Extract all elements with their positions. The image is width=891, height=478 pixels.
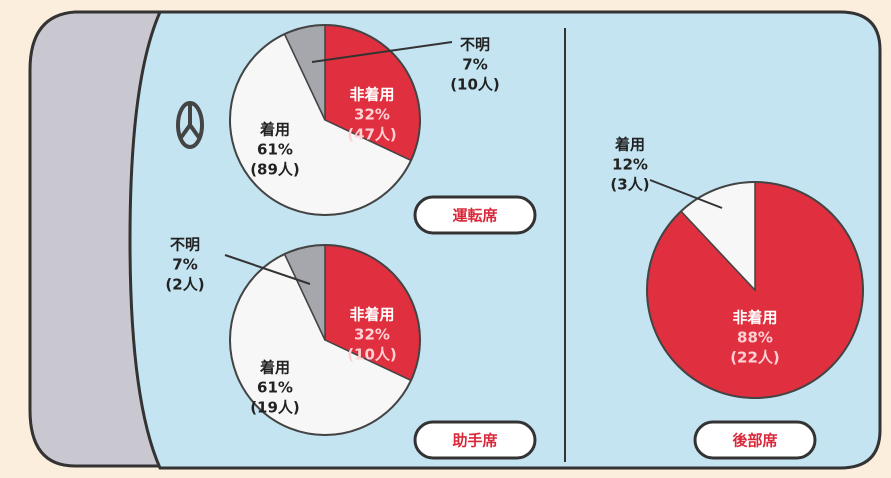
slice-category: 着用 [259,359,290,377]
chart-title: 助手席 [452,432,497,450]
slice-category: 不明 [170,236,200,254]
slice-percent: 88% [737,329,773,347]
slice-percent: 61% [257,141,293,159]
slice-count: (89人) [250,161,300,179]
slice-category: 非着用 [349,306,394,324]
chart-title: 運転席 [452,207,497,225]
slice-percent: 32% [354,106,390,124]
slice-count: (22人) [730,349,780,367]
slice-count: (10人) [450,76,500,94]
slice-count: (3人) [610,176,649,194]
infographic: 非着用32%(47人)着用61%(89人)不明7%(10人)運転席非着用32%(… [0,0,891,478]
slice-count: (19人) [250,399,300,417]
slice-percent: 61% [257,379,293,397]
slice-percent: 32% [354,326,390,344]
chart-title: 後部席 [731,432,777,450]
slice-category: 着用 [259,121,290,139]
slice-category: 非着用 [732,309,777,327]
slice-category: 非着用 [349,86,394,104]
slice-count: (2人) [165,276,204,294]
slice-percent: 7% [172,256,197,274]
slice-count: (10人) [347,346,397,364]
slice-percent: 7% [462,56,487,74]
slice-category: 着用 [614,136,645,154]
slice-count: (47人) [347,126,397,144]
slice-category: 不明 [460,36,490,54]
slice-percent: 12% [612,156,648,174]
